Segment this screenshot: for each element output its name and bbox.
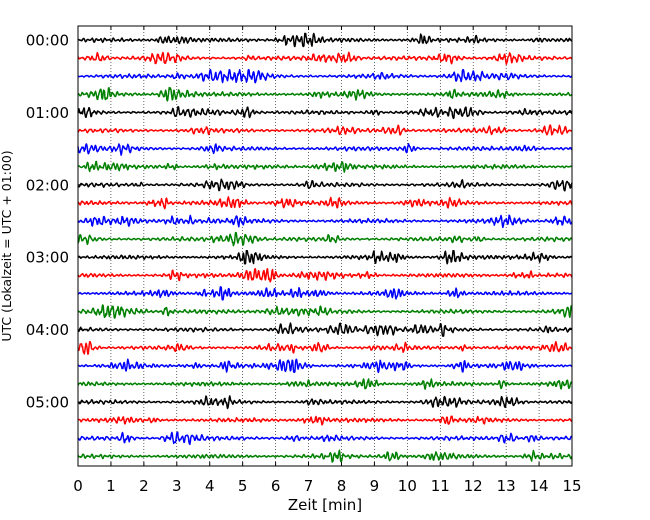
trace-0015 [77,51,573,65]
y-axis-label: UTC (Lokalzeit = UTC + 01:00) [0,150,14,341]
x-tick-label: 13 [497,477,516,495]
y-tick-label: 05:00 [26,394,69,412]
trace-0115 [77,124,573,136]
x-tick-label: 1 [106,477,116,495]
y-axis-ticks: 00:00 01:00 02:00 03:00 04:00 05:00 [26,32,572,412]
trace-0000 [77,32,573,48]
y-tick-label: 04:00 [26,321,69,339]
trace-0515 [77,415,573,426]
x-tick-label: 11 [431,477,450,495]
trace-0245 [77,231,573,247]
trace-0315 [77,268,573,283]
trace-0430 [77,358,573,374]
x-tick-label: 5 [238,477,248,495]
seismogram-traces [77,32,573,463]
trace-0400 [77,322,573,337]
trace-0100 [77,105,573,120]
x-tick-label: 2 [139,477,149,495]
x-axis-label: Zeit [min] [288,496,362,514]
y-tick-label: 02:00 [26,176,69,194]
trace-0345 [77,304,573,319]
x-tick-label: 0 [73,477,83,495]
trace-0145 [77,160,573,173]
x-tick-label: 6 [271,477,281,495]
x-tick-label: 14 [530,477,549,495]
trace-0445 [77,378,573,390]
x-tick-label: 3 [172,477,182,495]
trace-0415 [77,340,573,355]
x-tick-label: 15 [562,477,581,495]
plot-frame [77,25,573,467]
trace-0130 [77,143,573,156]
y-tick-label: 00:00 [26,32,69,50]
x-tick-label: 8 [337,477,347,495]
x-tick-label: 7 [304,477,314,495]
vertical-gridlines [110,26,540,466]
trace-0045 [77,87,573,102]
trace-0230 [77,214,573,229]
trace-0300 [77,249,573,265]
x-tick-label: 12 [464,477,483,495]
trace-0530 [77,431,573,446]
trace-0330 [77,286,573,301]
x-tick-label: 10 [398,477,417,495]
y-tick-label: 03:00 [26,249,69,267]
trace-0500 [77,395,573,410]
trace-0545 [77,449,573,463]
x-tick-label: 4 [205,477,215,495]
x-axis-ticks: 0 1 2 3 4 5 6 7 8 9 10 11 12 13 14 15 [73,26,582,495]
trace-0200 [77,178,573,192]
x-tick-label: 9 [370,477,380,495]
trace-0215 [77,196,573,210]
trace-0030 [77,68,573,84]
y-tick-label: 01:00 [26,104,69,122]
